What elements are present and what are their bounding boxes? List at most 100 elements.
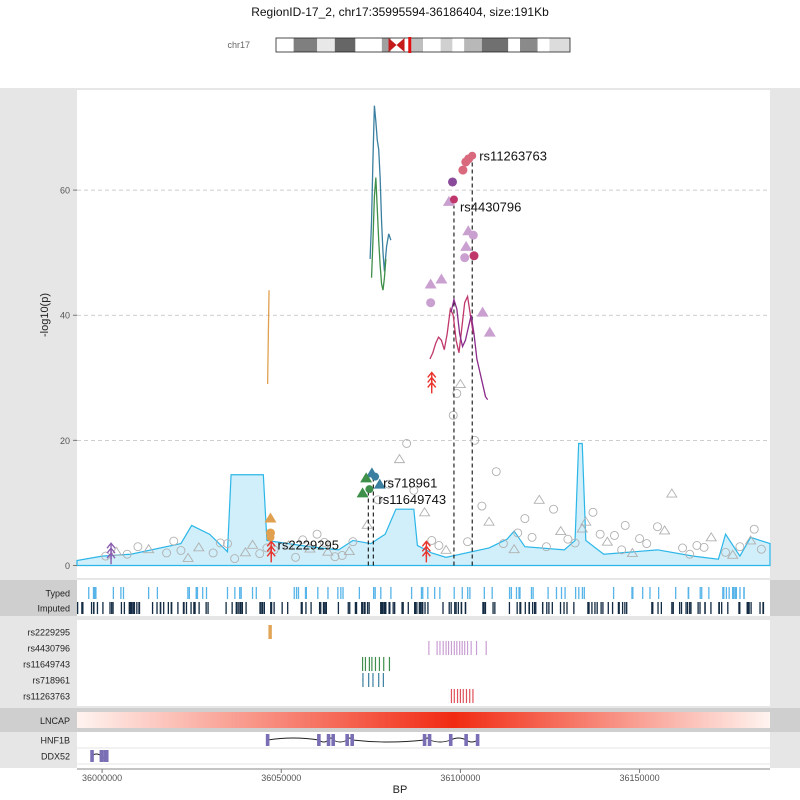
lead-snp-label: rs2229295 (277, 537, 338, 552)
gene-models: HNF1B DDX52 (40, 734, 770, 765)
gray-snp-point (319, 537, 329, 547)
snp-tracks: Typed Imputed (37, 587, 765, 614)
ideogram-band (276, 38, 294, 52)
snp-arrow (427, 371, 437, 384)
gray-snp-point (291, 552, 301, 562)
gray-snp-point (337, 551, 347, 560)
gray-snp-point (705, 531, 718, 542)
typed-imputed-track (77, 580, 770, 616)
ideogram-label: chr17 (227, 40, 250, 50)
lead-snp-ld-rows: rs2229295 rs4430796 rs11649743 rs718961 rs11… (23, 625, 487, 703)
lead-snp-track (77, 620, 770, 706)
ideogram-band (481, 38, 509, 52)
lead-snp-point (266, 533, 275, 542)
gray-snp-point (620, 520, 630, 530)
gray-snp-point (454, 378, 467, 389)
ideogram-band (508, 38, 521, 52)
gene-exon (265, 734, 270, 746)
gray-snp-point (744, 535, 757, 545)
gray-snp-point (440, 544, 452, 554)
colored-snp-point (424, 278, 437, 289)
y-axis: 0 20 40 60 (60, 186, 77, 571)
lead-snp-curves (266, 105, 489, 401)
gray-snp-point (588, 507, 598, 517)
ld-row-label: rs718961 (32, 676, 70, 686)
ideogram-band (402, 38, 412, 52)
gray-snp-point (726, 549, 739, 559)
gray-snp-point (322, 546, 334, 556)
gene-exon (104, 750, 109, 762)
gray-snp-point (617, 545, 627, 555)
gray-snp-point (298, 535, 308, 545)
gray-snp-point (223, 539, 232, 549)
gray-snp-point (169, 536, 179, 546)
gray-snp-point (463, 537, 473, 547)
gray-snp-point (418, 506, 431, 517)
gray-snp-point (402, 439, 412, 448)
ideogram-band (317, 38, 335, 52)
colored-snp-point (483, 326, 496, 337)
colored-snp-point (426, 298, 436, 308)
gene-exon (317, 734, 321, 746)
x-tick-label: 36100000 (440, 773, 480, 783)
lead-snp-label: rs11263763 (479, 149, 547, 164)
snp-arrow (421, 540, 431, 553)
gene-exon (448, 734, 453, 746)
centromere-mark (388, 38, 405, 52)
gray-snp-point (549, 504, 559, 514)
colored-snp-point (460, 240, 473, 251)
gene-exon (331, 734, 335, 746)
gray-snp-point (239, 546, 252, 557)
gray-snp-point (678, 543, 688, 553)
gray-snp-point (133, 542, 143, 552)
ideogram-outline (275, 37, 571, 53)
gray-snp-point (409, 485, 419, 495)
gray-snp-point (749, 524, 759, 534)
colored-snp-point (356, 487, 369, 498)
epigenome-label: LNCAP (40, 716, 70, 726)
snp-arrows (106, 371, 437, 565)
snp-arrow (266, 540, 276, 553)
x-axis: 36000000 36050000 36100000 36150000 (77, 768, 770, 783)
ideogram-band (411, 38, 423, 52)
gray-snp-point (498, 539, 508, 549)
lead-snp-label: rs718961 (383, 476, 437, 491)
ideogram-band (440, 38, 453, 52)
colored-snp-point (476, 306, 489, 317)
y-tick-label: 40 (60, 311, 70, 321)
snp-curve (370, 177, 387, 291)
colored-snp-point (264, 512, 277, 523)
gene-label: DDX52 (41, 752, 70, 762)
colored-snp-point (442, 195, 455, 206)
gray-snp-point (255, 549, 265, 559)
gray-snp-point (735, 542, 745, 552)
ld-row-label: rs2229295 (27, 628, 70, 638)
gray-snp-point (477, 501, 487, 511)
gray-snp-point (230, 554, 240, 564)
colored-snp-point (458, 165, 468, 175)
gray-snp-point (393, 453, 406, 464)
gray-snp-point (541, 542, 551, 552)
gray-snp-point (665, 488, 678, 498)
gray-snp-point (642, 539, 652, 549)
ideogram-band (423, 38, 441, 52)
gene-exon (326, 734, 331, 746)
ld-row-label: rs11263763 (23, 692, 70, 702)
gray-snp-point (142, 543, 155, 554)
gray-snp-point (626, 547, 639, 557)
snp-curve (429, 294, 474, 360)
ideogram-band (520, 38, 538, 52)
gray-snp-point (554, 525, 567, 536)
annotation-density-area (76, 442, 771, 567)
gray-snp-point (483, 516, 495, 526)
gray-snp-point (427, 536, 437, 545)
lead-snp-label: rs11649743 (378, 492, 446, 507)
colored-snp-point (373, 478, 386, 489)
gray-snp-point (282, 540, 295, 550)
gene-exon (475, 734, 480, 746)
gray-snp-point (122, 549, 132, 559)
gray-snp-point (448, 410, 458, 420)
gray-snp-point (527, 532, 537, 542)
y-axis-label: -log10(p) (39, 293, 51, 337)
